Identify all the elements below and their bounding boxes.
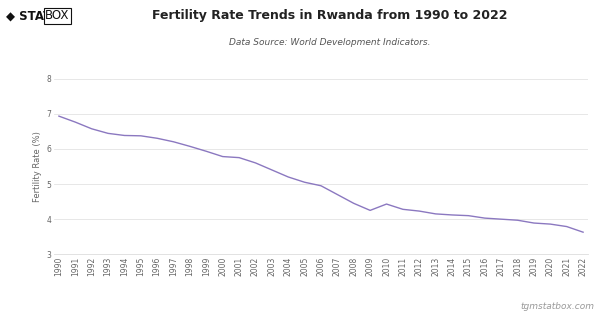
Text: ◆ STAT: ◆ STAT [6,9,51,22]
Text: tgmstatbox.com: tgmstatbox.com [520,302,594,311]
Text: BOX: BOX [45,9,70,22]
Y-axis label: Fertility Rate (%): Fertility Rate (%) [33,131,42,202]
Text: Fertility Rate Trends in Rwanda from 1990 to 2022: Fertility Rate Trends in Rwanda from 199… [152,9,508,22]
Text: Data Source: World Development Indicators.: Data Source: World Development Indicator… [229,38,431,47]
